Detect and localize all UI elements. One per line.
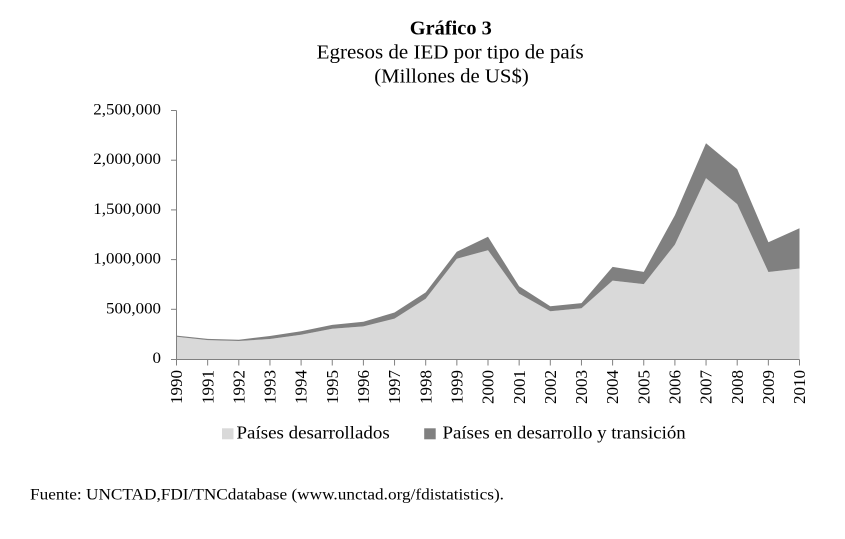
svg-text:2,000,000: 2,000,000 xyxy=(93,151,161,168)
svg-text:1995: 1995 xyxy=(323,370,342,404)
svg-text:Países en desarrollo y transic: Países en desarrollo y transición xyxy=(443,423,686,443)
svg-text:2010: 2010 xyxy=(790,370,809,404)
svg-text:1998: 1998 xyxy=(416,370,435,404)
svg-text:1993: 1993 xyxy=(261,370,280,404)
svg-text:2009: 2009 xyxy=(759,370,778,404)
svg-text:1994: 1994 xyxy=(292,370,311,405)
svg-text:1999: 1999 xyxy=(447,370,466,404)
svg-text:Egresos de IED por tipo de paí: Egresos de IED por tipo de país xyxy=(317,42,584,64)
svg-text:2008: 2008 xyxy=(728,370,747,404)
svg-text:1997: 1997 xyxy=(385,370,404,405)
svg-text:(Millones de US$): (Millones de US$) xyxy=(374,65,529,87)
svg-text:2004: 2004 xyxy=(603,370,622,405)
svg-text:2007: 2007 xyxy=(697,370,716,405)
svg-text:2003: 2003 xyxy=(572,370,591,404)
svg-text:1996: 1996 xyxy=(354,370,373,404)
svg-text:2006: 2006 xyxy=(666,370,685,404)
svg-text:2005: 2005 xyxy=(634,370,653,404)
svg-text:1990: 1990 xyxy=(167,370,186,404)
svg-text:Fuente: UNCTAD,FDI/TNCdatabase: Fuente: UNCTAD,FDI/TNCdatabase (www.unct… xyxy=(30,486,504,503)
svg-text:Países desarrollados: Países desarrollados xyxy=(237,423,390,443)
svg-text:2002: 2002 xyxy=(541,370,560,404)
svg-text:1991: 1991 xyxy=(198,370,217,404)
svg-text:1,500,000: 1,500,000 xyxy=(93,201,161,218)
svg-text:500,000: 500,000 xyxy=(106,300,161,317)
svg-text:2000: 2000 xyxy=(479,370,498,404)
svg-text:0: 0 xyxy=(153,350,162,367)
svg-text:2001: 2001 xyxy=(510,370,529,404)
svg-text:1,000,000: 1,000,000 xyxy=(93,251,161,268)
svg-text:2,500,000: 2,500,000 xyxy=(93,102,161,119)
svg-text:1992: 1992 xyxy=(229,370,248,404)
svg-text:Gráfico 3: Gráfico 3 xyxy=(410,18,492,40)
